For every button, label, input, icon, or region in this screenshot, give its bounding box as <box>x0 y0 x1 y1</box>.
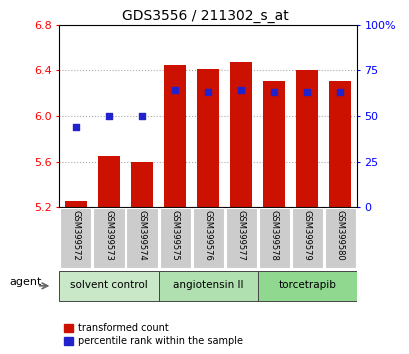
Text: GSM399578: GSM399578 <box>269 210 278 261</box>
Text: GSM399576: GSM399576 <box>203 210 212 261</box>
Point <box>106 113 112 119</box>
Bar <box>131 161 153 207</box>
Text: solvent control: solvent control <box>70 280 148 290</box>
Bar <box>257 271 356 301</box>
Bar <box>59 271 158 301</box>
Legend: transformed count, percentile rank within the sample: transformed count, percentile rank withi… <box>64 324 242 346</box>
Bar <box>225 208 256 268</box>
Text: GSM399579: GSM399579 <box>302 210 311 260</box>
Bar <box>263 81 284 207</box>
Bar <box>329 81 350 207</box>
Bar <box>258 208 289 268</box>
Text: torcetrapib: torcetrapib <box>278 280 335 290</box>
Text: GSM399573: GSM399573 <box>104 210 113 261</box>
Point <box>72 124 79 130</box>
Point <box>204 90 211 95</box>
Bar <box>291 208 322 268</box>
Bar <box>159 208 190 268</box>
Text: GSM399574: GSM399574 <box>137 210 146 260</box>
Text: GSM399572: GSM399572 <box>71 210 80 260</box>
Bar <box>324 208 355 268</box>
Bar <box>126 208 157 268</box>
Text: GDS3556 / 211302_s_at: GDS3556 / 211302_s_at <box>121 9 288 23</box>
Point <box>336 90 343 95</box>
Bar <box>60 208 91 268</box>
Point <box>237 87 244 93</box>
Bar <box>230 62 251 207</box>
Bar <box>296 70 317 207</box>
Bar <box>158 271 257 301</box>
Bar <box>164 65 185 207</box>
Text: GSM399575: GSM399575 <box>170 210 179 260</box>
Text: GSM399577: GSM399577 <box>236 210 245 261</box>
Text: angiotensin II: angiotensin II <box>173 280 243 290</box>
Bar <box>192 208 223 268</box>
Bar <box>65 201 86 207</box>
Point <box>303 90 310 95</box>
Point <box>171 87 178 93</box>
Bar <box>93 208 124 268</box>
Point <box>138 113 145 119</box>
Point <box>270 90 277 95</box>
Bar <box>98 156 119 207</box>
Bar <box>197 69 218 207</box>
Text: GSM399580: GSM399580 <box>335 210 344 260</box>
Text: agent: agent <box>9 278 41 287</box>
